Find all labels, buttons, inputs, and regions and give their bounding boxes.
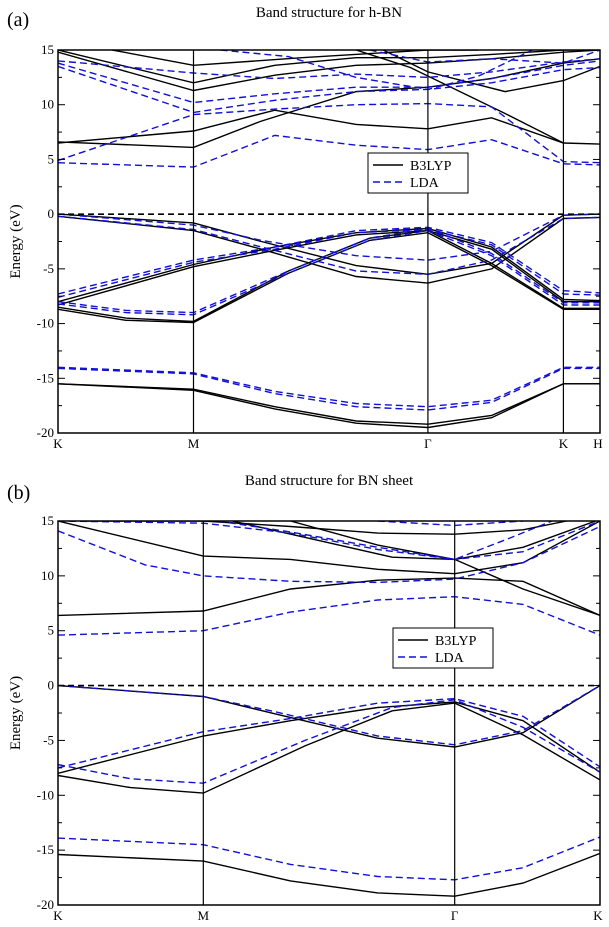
panel-label: (a) xyxy=(7,9,29,31)
plot-frame xyxy=(57,49,601,434)
band-line-lda xyxy=(58,58,600,80)
band-line-lda xyxy=(58,65,600,114)
band-line-lda xyxy=(58,134,600,168)
y-tick-label: -10 xyxy=(37,787,54,802)
y-tick-label: 0 xyxy=(48,678,55,693)
band-line-b3lyp xyxy=(232,521,596,561)
y-tick-label: -10 xyxy=(37,316,54,331)
legend: B3LYP LDA xyxy=(367,152,469,194)
panel-label: (b) xyxy=(7,482,30,504)
y-tick-label: 5 xyxy=(48,151,55,166)
y-tick-label: -20 xyxy=(37,425,54,440)
bands-group xyxy=(58,50,600,429)
panel-a: (a) Band structure for h-BN -20 -15 -10 -5 0 5 1… xyxy=(7,5,603,451)
band-line-b3lyp xyxy=(58,215,600,284)
band-line-b3lyp xyxy=(58,231,600,324)
legend-label: B3LYP xyxy=(435,634,477,649)
band-line-b3lyp xyxy=(58,684,600,748)
panel-title: Band structure for BN sheet xyxy=(245,473,414,489)
panel-title: Band structure for h-BN xyxy=(256,5,402,21)
y-tick-label: -15 xyxy=(37,370,54,385)
band-line-lda xyxy=(58,102,600,164)
k-point-label: H xyxy=(593,436,602,451)
band-line-b3lyp xyxy=(58,229,600,306)
band-line-lda xyxy=(58,215,600,276)
band-line-b3lyp xyxy=(58,383,600,429)
y-tick-label: -5 xyxy=(43,732,54,747)
band-line-lda xyxy=(58,60,600,104)
y-tick-label: -20 xyxy=(37,897,54,912)
band-line-lda xyxy=(369,50,600,64)
y-tick-label: 10 xyxy=(41,97,54,112)
band-line-b3lyp xyxy=(58,577,600,617)
y-tick-label: -5 xyxy=(43,261,54,276)
k-point-label: M xyxy=(198,908,210,923)
k-point-label: K xyxy=(559,436,569,451)
band-line-lda xyxy=(58,699,600,784)
y-tick-label: 15 xyxy=(41,42,54,57)
band-line-lda xyxy=(58,229,600,316)
y-axis-label: Energy (eV) xyxy=(8,204,24,278)
legend-label: B3LYP xyxy=(410,159,452,174)
band-line-lda xyxy=(220,50,533,91)
y-tick-label: 10 xyxy=(41,568,54,583)
band-line-lda xyxy=(58,366,600,408)
band-line-lda xyxy=(58,228,600,298)
y-tick-label: 5 xyxy=(48,623,55,638)
legend-box xyxy=(392,627,494,669)
band-line-b3lyp xyxy=(112,50,479,67)
band-line-lda xyxy=(58,227,600,314)
band-line-b3lyp xyxy=(58,702,600,794)
y-tick-label: 15 xyxy=(41,513,54,528)
y-axis-label: Energy (eV) xyxy=(8,676,24,750)
band-line-b3lyp xyxy=(87,521,567,535)
k-point-label: Γ xyxy=(451,908,459,923)
band-line-lda xyxy=(58,367,600,411)
band-line-b3lyp xyxy=(58,701,600,774)
k-point-label: K xyxy=(53,908,63,923)
band-line-lda xyxy=(58,595,600,636)
band-line-b3lyp xyxy=(58,109,600,145)
band-line-b3lyp xyxy=(58,58,600,149)
band-line-b3lyp xyxy=(58,852,600,897)
band-line-b3lyp xyxy=(58,213,600,276)
bands-group xyxy=(58,521,600,897)
legend: B3LYP LDA xyxy=(392,627,494,669)
legend-label: LDA xyxy=(410,176,440,191)
band-line-lda xyxy=(58,525,600,584)
band-line-b3lyp xyxy=(58,50,600,92)
band-line-lda xyxy=(58,213,600,261)
band-line-lda xyxy=(217,521,553,561)
band-line-b3lyp xyxy=(355,50,564,144)
plot-frame xyxy=(57,520,601,906)
panel-b: (b) Band structure for BN sheet -20 -15 -10 -… xyxy=(7,473,603,923)
k-point-label: K xyxy=(53,436,63,451)
band-line-b3lyp xyxy=(58,229,600,323)
band-line-b3lyp xyxy=(382,50,600,93)
band-line-b3lyp xyxy=(290,521,600,617)
k-point-label: K xyxy=(593,908,603,923)
y-tick-label: -15 xyxy=(37,842,54,857)
k-point-label: M xyxy=(188,436,200,451)
k-point-label: Γ xyxy=(424,436,432,451)
y-tick-label: 0 xyxy=(48,206,55,221)
legend-box xyxy=(367,152,469,194)
legend-label: LDA xyxy=(435,651,465,666)
